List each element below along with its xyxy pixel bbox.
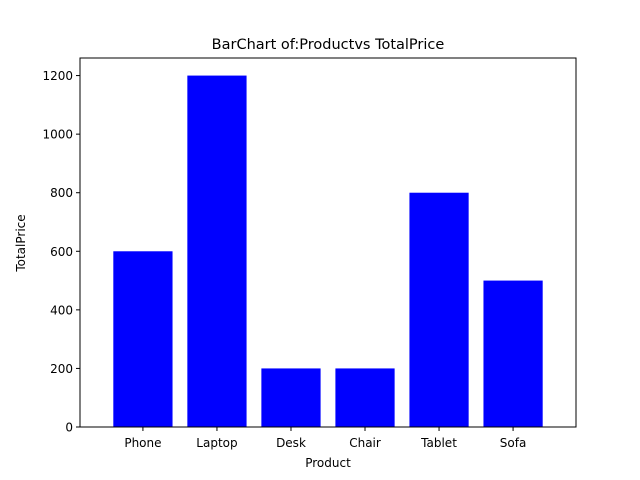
y-tick-label: 600 — [50, 245, 73, 259]
y-tick-label: 800 — [50, 186, 73, 200]
y-axis-ticks: 0 200 400 600 800 1000 1200 — [42, 69, 80, 435]
bar-tablet — [409, 192, 469, 427]
x-tick-label: Phone — [124, 436, 161, 450]
y-tick-label: 400 — [50, 303, 73, 317]
y-tick-label: 1200 — [42, 69, 73, 83]
bar-desk — [261, 368, 321, 427]
y-tick-label: 200 — [50, 362, 73, 376]
x-tick-label: Sofa — [500, 436, 527, 450]
x-tick-label: Chair — [349, 436, 381, 450]
y-tick-label: 1000 — [42, 128, 73, 142]
bar-phone — [113, 251, 173, 427]
bar-chair — [335, 368, 395, 427]
chart-title: BarChart of:Productvs TotalPrice — [212, 37, 445, 53]
y-axis-label: TotalPrice — [14, 214, 28, 272]
x-tick-label: Desk — [276, 436, 306, 450]
bar-laptop — [187, 75, 247, 428]
bars-group — [113, 75, 543, 428]
plot-frame — [79, 57, 577, 428]
bar-sofa — [483, 280, 543, 427]
x-axis-ticks: Phone Laptop Desk Chair Tablet Sofa — [124, 427, 526, 450]
x-axis-label: Product — [305, 456, 351, 470]
x-tick-label: Laptop — [196, 436, 237, 450]
y-tick-label: 0 — [65, 421, 73, 435]
x-tick-label: Tablet — [420, 436, 457, 450]
